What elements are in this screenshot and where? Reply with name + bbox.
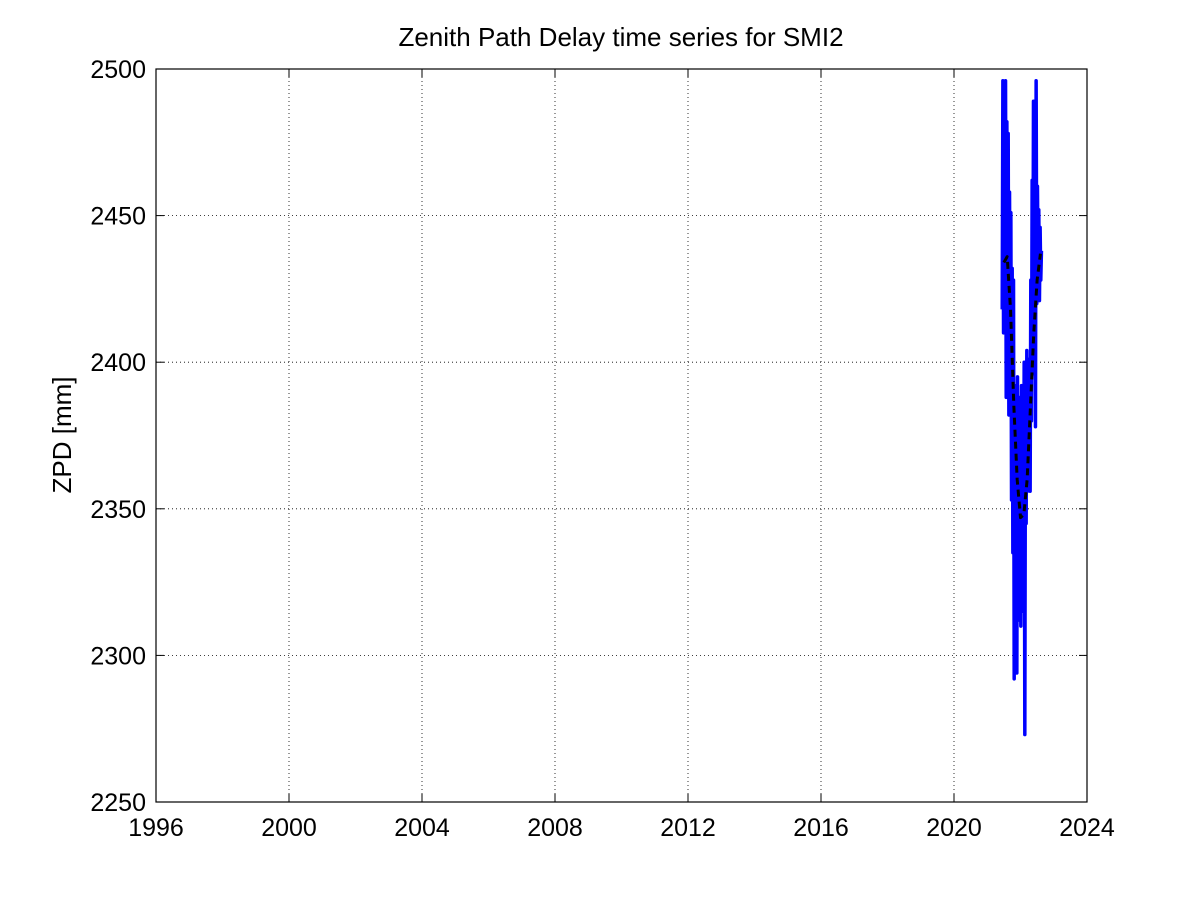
- plot-area: [156, 69, 1087, 802]
- y-tick-label: 2250: [90, 789, 146, 817]
- tick-marks: [155, 68, 1088, 803]
- x-tick-label: 2000: [261, 814, 317, 842]
- y-axis-label: ZPD [mm]: [47, 377, 77, 494]
- x-tick-label: 2012: [660, 814, 716, 842]
- series-line-zpd: [1000, 78, 1044, 737]
- x-tick-label: 2024: [1059, 814, 1115, 842]
- y-tick-label: 2300: [90, 642, 146, 670]
- y-tick-label: 2350: [90, 496, 146, 524]
- x-tick-label: 2004: [394, 814, 450, 842]
- x-tick-labels: 1996 2000 2004 2008 2012 2016 2020 2024: [128, 814, 1115, 842]
- plot-frame: [155, 68, 1088, 803]
- y-tick-label: 2500: [90, 56, 146, 84]
- y-tick-label: 2400: [90, 349, 146, 377]
- x-tick-label: 1996: [128, 814, 184, 842]
- y-tick-labels: 2250 2300 2350 2400 2450 2500: [90, 56, 146, 817]
- series-line-model: [1002, 253, 1042, 520]
- series-layer: [1000, 78, 1044, 737]
- x-tick-label: 2008: [527, 814, 583, 842]
- y-tick-label: 2450: [90, 203, 146, 231]
- x-tick-label: 2020: [926, 814, 982, 842]
- x-tick-label: 2016: [793, 814, 849, 842]
- chart-title: Zenith Path Delay time series for SMI2: [398, 22, 843, 52]
